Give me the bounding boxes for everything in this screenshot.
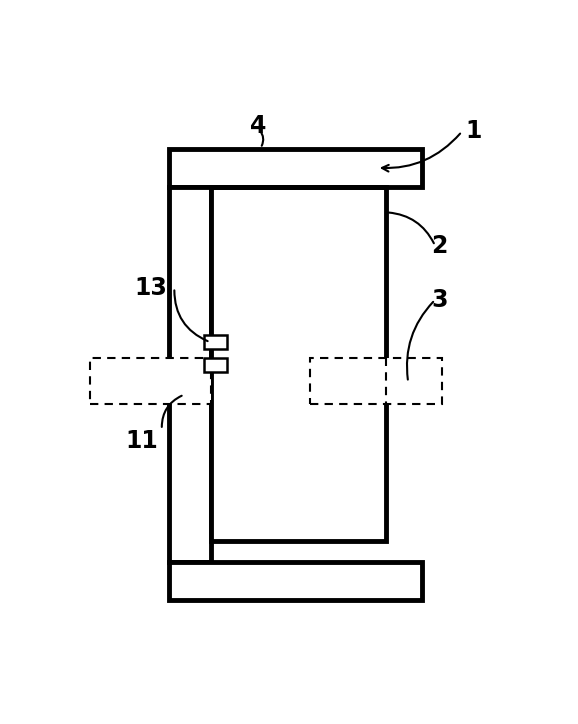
Text: 4: 4	[250, 114, 266, 138]
Text: 3: 3	[431, 288, 448, 312]
Bar	[211, 188, 386, 542]
Text: 13: 13	[134, 276, 167, 300]
Text: 11: 11	[125, 429, 158, 453]
Bar	[169, 149, 422, 188]
Bar	[205, 335, 227, 349]
Bar	[169, 188, 211, 562]
Bar	[205, 358, 227, 372]
Text: 2: 2	[431, 234, 448, 258]
Bar	[90, 358, 211, 403]
Bar	[310, 358, 442, 403]
Bar	[169, 562, 422, 599]
Text: 1: 1	[465, 119, 481, 143]
